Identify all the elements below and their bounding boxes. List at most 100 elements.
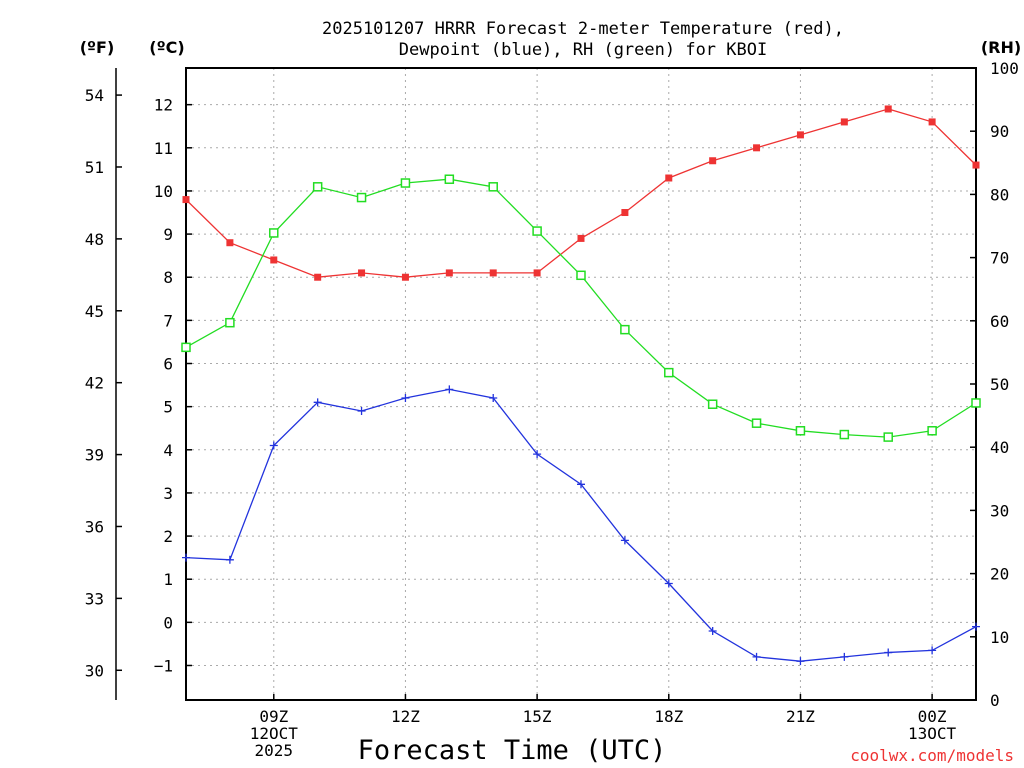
fahrenheit-tick-label: 48 <box>85 230 104 249</box>
rh-tick-label: 40 <box>990 438 1009 457</box>
fahrenheit-tick-label: 45 <box>85 302 104 321</box>
x-tick-label: 2025 <box>255 741 294 760</box>
dewpoint-point <box>489 394 498 403</box>
rh-tick-label: 30 <box>990 501 1009 520</box>
temperature-point <box>270 256 278 264</box>
temperature-point <box>445 269 453 277</box>
celsius-tick-label: 2 <box>163 527 173 546</box>
celsius-tick-label: 11 <box>154 139 173 158</box>
rh-tick-label: 0 <box>990 691 1000 710</box>
dewpoint-point <box>313 398 322 407</box>
temperature-point <box>928 118 936 126</box>
fahrenheit-tick-label: 54 <box>85 86 104 105</box>
grid-layer <box>186 68 976 700</box>
celsius-tick-label: 1 <box>163 570 173 589</box>
x-tick-label: 12OCT <box>250 724 299 743</box>
celsius-tick-label: 12 <box>154 96 173 115</box>
celsius-tick-label: 10 <box>154 182 173 201</box>
rh-tick-label: 10 <box>990 628 1009 647</box>
rh-point <box>400 178 411 188</box>
dewpoint-point <box>840 652 849 661</box>
chart-title-line-1: 2025101207 HRRR Forecast 2-meter Tempera… <box>322 19 844 39</box>
celsius-tick-label: 9 <box>163 225 173 244</box>
rh-point <box>444 174 455 184</box>
celsius-tick-label: 6 <box>163 355 173 374</box>
rh-line <box>185 178 977 438</box>
fahrenheit-unit-label: (ºF) <box>80 38 115 57</box>
dewpoint-point <box>225 555 234 564</box>
temperature-point <box>489 269 497 277</box>
temperature-point <box>182 196 190 204</box>
dewpoint-point <box>752 652 761 661</box>
rh-point <box>225 317 235 328</box>
fahrenheit-tick-label: 39 <box>85 446 104 465</box>
x-tick-label: 15Z <box>523 707 552 726</box>
rh-tick-label: 20 <box>990 565 1009 584</box>
dewpoint-point <box>533 450 542 459</box>
temperature-point <box>753 144 761 152</box>
celsius-tick-label: −1 <box>154 656 173 675</box>
series-layer <box>181 105 981 666</box>
temperature-point <box>577 234 585 242</box>
fahrenheit-tick-label: 42 <box>85 374 104 393</box>
rh-point <box>488 182 498 192</box>
temperature-point <box>709 157 717 165</box>
rh-tick-label: 90 <box>990 122 1009 141</box>
temperature-point <box>314 273 322 281</box>
temperature-point <box>840 118 848 126</box>
x-tick-label: 13OCT <box>908 724 957 743</box>
rh-point <box>707 399 718 409</box>
fahrenheit-tick-label: 33 <box>85 589 104 608</box>
dewpoint-point <box>182 553 190 562</box>
rh-point <box>576 270 586 281</box>
temperature-point <box>401 273 409 281</box>
temperature-point <box>796 131 804 139</box>
temperature-point <box>533 269 541 277</box>
dewpoint-point <box>884 648 893 657</box>
rh-point <box>181 342 191 353</box>
dewpoint-point <box>664 579 673 588</box>
rh-point <box>751 418 762 428</box>
dewpoint-point <box>928 646 937 655</box>
temperature-point <box>621 209 629 217</box>
fahrenheit-tick-label: 51 <box>85 158 104 177</box>
rh-point <box>620 324 630 335</box>
plot-frame <box>185 67 977 701</box>
rh-point <box>312 182 323 192</box>
dewpoint-point <box>357 406 366 415</box>
fahrenheit-tick-label: 36 <box>85 517 104 536</box>
temperature-point <box>884 105 892 113</box>
rh-tick-label: 100 <box>990 59 1019 78</box>
x-tick-label: 09Z <box>259 707 288 726</box>
rh-tick-label: 60 <box>990 312 1009 331</box>
rh-point <box>664 367 674 378</box>
rh-point <box>269 228 279 238</box>
rh-point <box>971 398 981 408</box>
dewpoint-point <box>708 626 717 635</box>
chart-title-line-2: Dewpoint (blue), RH (green) for KBOI <box>399 40 767 60</box>
dewpoint-point <box>796 657 805 666</box>
rh-point <box>883 432 893 442</box>
x-tick-label: 12Z <box>391 707 420 726</box>
rh-point <box>927 426 937 436</box>
celsius-unit-label: (ºC) <box>149 38 184 57</box>
temperature-point <box>358 269 366 277</box>
rh-point <box>795 426 806 436</box>
credit-link[interactable]: coolwx.com/models <box>850 746 1014 765</box>
rh-point <box>532 226 542 236</box>
rh-tick-label: 70 <box>990 249 1009 268</box>
dewpoint-point <box>577 480 585 489</box>
x-tick-label: 21Z <box>786 707 815 726</box>
dewpoint-line <box>185 388 977 662</box>
rh-point <box>356 192 367 203</box>
rh-unit-label: (RH) <box>981 38 1021 57</box>
celsius-tick-label: 8 <box>163 268 173 287</box>
temperature-line <box>185 108 977 278</box>
celsius-tick-label: 5 <box>163 398 173 417</box>
dewpoint-point <box>445 385 454 394</box>
dewpoint-point <box>620 536 629 545</box>
temperature-point <box>665 174 673 182</box>
rh-tick-label: 50 <box>990 375 1009 394</box>
dewpoint-point <box>401 394 410 403</box>
dewpoint-point <box>972 622 980 631</box>
